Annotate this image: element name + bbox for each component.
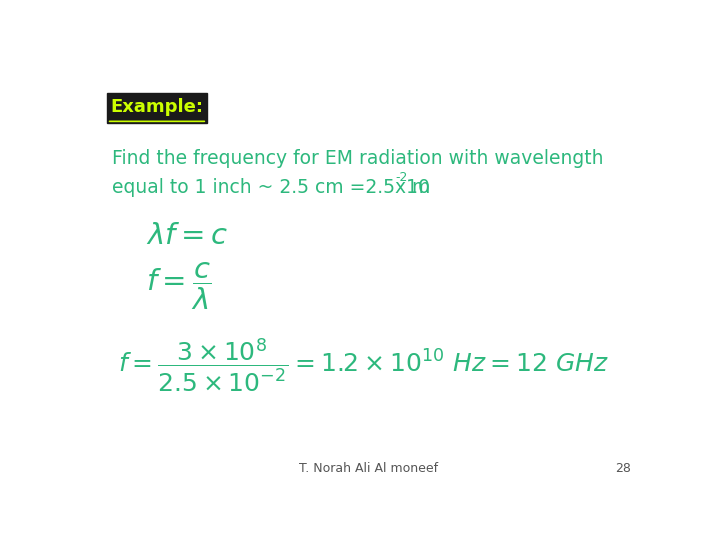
FancyBboxPatch shape <box>107 93 207 123</box>
Text: $f = \dfrac{c}{\lambda}$: $f = \dfrac{c}{\lambda}$ <box>145 260 211 312</box>
Text: -2: -2 <box>396 171 408 184</box>
Text: m: m <box>406 178 431 197</box>
Text: T. Norah Ali Al moneef: T. Norah Ali Al moneef <box>300 462 438 475</box>
Text: equal to 1 inch ~ 2.5 cm =2.5x10: equal to 1 inch ~ 2.5 cm =2.5x10 <box>112 178 430 197</box>
Text: 28: 28 <box>616 462 631 475</box>
Text: Find the frequency for EM radiation with wavelength: Find the frequency for EM radiation with… <box>112 149 604 168</box>
Text: $\lambda f = c$: $\lambda f = c$ <box>145 222 228 250</box>
Text: Example:: Example: <box>110 98 204 116</box>
Text: $f = \dfrac{3 \times 10^{8}}{2.5 \times 10^{-2}} = 1.2 \times 10^{10}\ \mathit{H: $f = \dfrac{3 \times 10^{8}}{2.5 \times … <box>118 336 608 394</box>
